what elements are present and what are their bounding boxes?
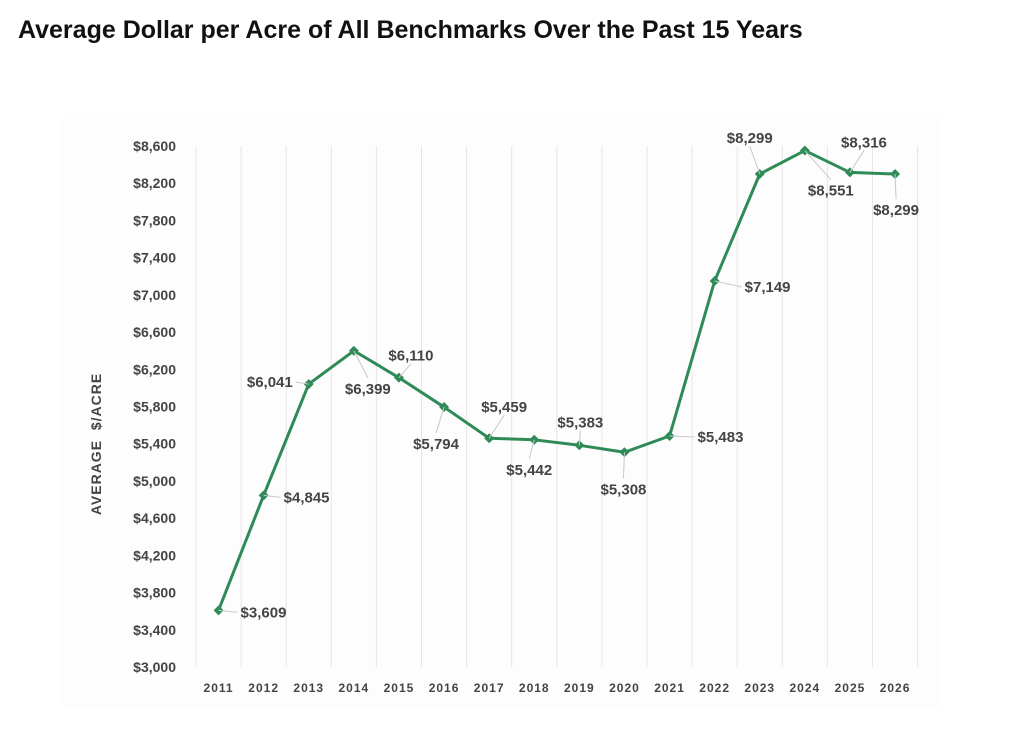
label-leader-line [488, 414, 505, 439]
data-label: $5,794 [413, 436, 460, 453]
label-leader-line [398, 363, 412, 378]
data-label: $6,041 [247, 374, 293, 391]
data-label: $5,383 [557, 414, 603, 431]
x-tick-label: 2021 [654, 681, 685, 695]
data-label: $6,399 [345, 381, 391, 398]
x-tick-label: 2018 [519, 681, 550, 695]
data-label: $5,442 [506, 462, 552, 479]
label-leader-line [804, 150, 832, 180]
x-tick-label: 2020 [609, 681, 640, 695]
x-tick-label: 2026 [880, 681, 911, 695]
x-tick-label: 2011 [204, 681, 234, 695]
y-tick-label: $5,800 [133, 399, 176, 415]
x-tick-label: 2015 [384, 681, 415, 695]
data-label: $6,110 [388, 348, 433, 365]
x-tick-label: 2024 [789, 681, 820, 695]
x-tick-label: 2023 [744, 681, 775, 695]
y-tick-label: $4,200 [133, 547, 176, 563]
label-leader-line [435, 406, 445, 434]
y-tick-label: $7,000 [133, 287, 176, 303]
y-tick-label: $7,800 [133, 212, 176, 228]
data-label: $5,459 [481, 399, 527, 416]
x-tick-label: 2014 [338, 681, 369, 695]
y-tick-label: $3,000 [133, 659, 176, 675]
data-label: $8,551 [808, 183, 854, 200]
y-tick-label: $6,200 [133, 361, 176, 377]
y-axis-label: AVERAGE $/ACRE [88, 373, 104, 515]
x-tick-label: 2019 [564, 681, 595, 695]
chart-background [62, 118, 942, 708]
label-leader-line [353, 350, 369, 379]
y-tick-label: $5,400 [133, 436, 176, 452]
x-tick-label: 2012 [248, 681, 279, 695]
x-tick-label: 2022 [699, 681, 730, 695]
data-label: $5,308 [601, 481, 647, 498]
y-tick-label: $4,600 [133, 510, 176, 526]
data-label: $8,316 [841, 134, 887, 151]
y-tick-label: $6,600 [133, 324, 176, 340]
label-leader-line [749, 145, 761, 175]
chart-title: Average Dollar per Acre of All Benchmark… [18, 16, 803, 44]
x-tick-label: 2025 [835, 681, 866, 695]
data-label: $5,483 [698, 429, 744, 446]
y-tick-label: $8,200 [133, 175, 176, 191]
label-leader-line [218, 609, 238, 613]
data-label: $4,845 [284, 489, 330, 506]
x-tick-label: 2013 [293, 681, 324, 695]
label-leader-line [849, 150, 865, 173]
label-leader-line [669, 435, 695, 438]
label-leader-line [622, 452, 625, 479]
label-leader-line [263, 494, 281, 498]
label-leader-line [528, 439, 535, 459]
y-tick-label: $5,000 [133, 473, 176, 489]
y-tick-label: $8,600 [133, 138, 176, 154]
label-leader-line [894, 173, 897, 200]
data-label: $7,149 [745, 279, 791, 296]
data-label: $8,299 [873, 202, 919, 219]
x-tick-label: 2017 [474, 681, 505, 695]
series-line [217, 149, 896, 611]
label-leader-line [295, 381, 309, 385]
x-tick-label: 2016 [429, 681, 460, 695]
y-tick-label: $7,400 [133, 250, 176, 266]
y-tick-label: $3,400 [133, 622, 176, 638]
label-leader-line [714, 280, 742, 288]
data-label: $8,299 [727, 130, 773, 147]
y-tick-label: $3,800 [133, 585, 176, 601]
data-label: $3,609 [241, 604, 287, 621]
label-leader-line [578, 430, 581, 446]
